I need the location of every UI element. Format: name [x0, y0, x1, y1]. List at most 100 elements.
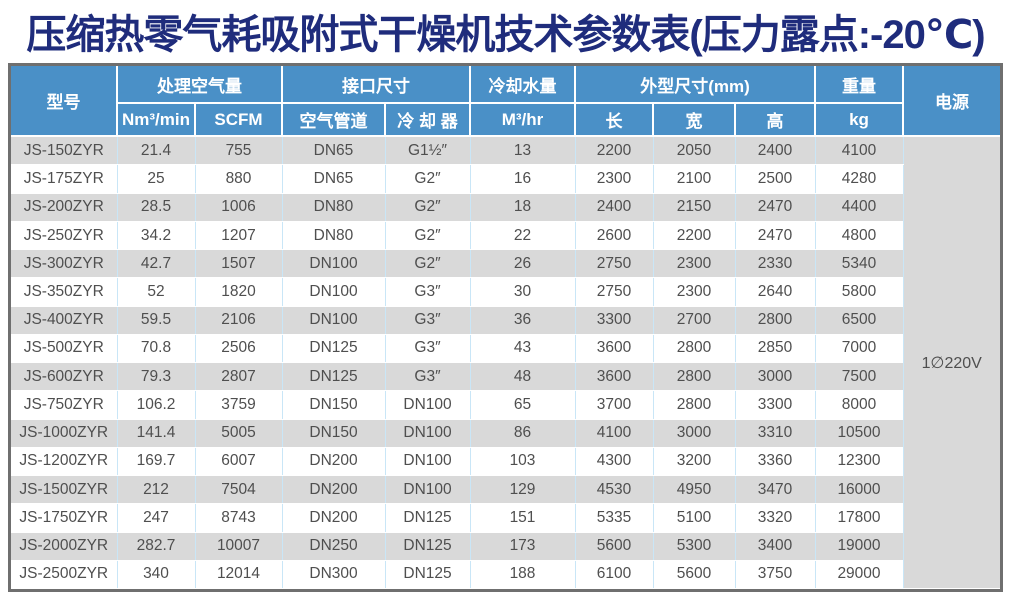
- width-cell: 2300: [652, 249, 736, 279]
- height-cell: 2500: [734, 164, 816, 194]
- weight-cell: 6500: [814, 305, 904, 335]
- water-cell: 26: [469, 249, 576, 279]
- model-cell: JS-150ZYR: [11, 135, 118, 166]
- nm3min-cell: 34.2: [116, 220, 196, 251]
- scfm-cell: 880: [194, 164, 283, 194]
- table-row: JS-250ZYR 34.2 1207 DN80 G2″ 22 2600 2200 2470 48…: [11, 220, 1000, 251]
- water-cell: 188: [469, 559, 576, 590]
- scfm-cell: 1006: [194, 192, 283, 222]
- width-cell: 2300: [652, 277, 736, 307]
- weight-cell: 5800: [814, 277, 904, 307]
- weight-cell: 19000: [814, 531, 904, 561]
- height-cell: 2850: [734, 333, 816, 364]
- length-cell: 3700: [574, 390, 654, 420]
- weight-cell: 7500: [814, 362, 904, 392]
- model-cell: JS-500ZYR: [11, 333, 118, 364]
- water-cell: 30: [469, 277, 576, 307]
- table-row: JS-2000ZYR 282.7 10007 DN250 DN125 173 5600 530…: [11, 531, 1000, 561]
- weight-cell: 29000: [814, 559, 904, 590]
- model-cell: JS-350ZYR: [11, 277, 118, 307]
- header-cooling-water-group: 冷却水量: [469, 66, 576, 104]
- height-cell: 3470: [734, 475, 816, 505]
- cooler-cell: G2″: [384, 164, 471, 194]
- width-cell: 5600: [652, 559, 736, 590]
- weight-cell: 4280: [814, 164, 904, 194]
- scfm-cell: 7504: [194, 475, 283, 505]
- header-kg: kg: [814, 102, 903, 137]
- height-cell: 3320: [734, 503, 816, 533]
- model-cell: JS-300ZYR: [11, 249, 118, 279]
- weight-cell: 4100: [814, 135, 904, 166]
- width-cell: 3000: [652, 418, 736, 448]
- model-cell: JS-400ZYR: [11, 305, 118, 335]
- water-cell: 151: [469, 503, 576, 533]
- weight-cell: 8000: [814, 390, 904, 420]
- scfm-cell: 2506: [194, 333, 283, 364]
- length-cell: 6100: [574, 559, 654, 590]
- air-pipe-cell: DN200: [281, 446, 386, 477]
- water-cell: 16: [469, 164, 576, 194]
- water-cell: 129: [469, 475, 576, 505]
- air-pipe-cell: DN200: [281, 503, 386, 533]
- table-row: JS-750ZYR 106.2 3759 DN150 DN100 65 3700 2800 33…: [11, 390, 1000, 420]
- cooler-cell: G2″: [384, 249, 471, 279]
- model-cell: JS-1750ZYR: [11, 503, 118, 533]
- cooler-cell: G3″: [384, 305, 471, 335]
- scfm-cell: 1507: [194, 249, 283, 279]
- model-cell: JS-750ZYR: [11, 390, 118, 420]
- header-port-size-group: 接口尺寸: [281, 66, 471, 104]
- weight-cell: 4400: [814, 192, 904, 222]
- cooler-cell: DN125: [384, 531, 471, 561]
- model-cell: JS-1200ZYR: [11, 446, 118, 477]
- length-cell: 4530: [574, 475, 654, 505]
- table-header: 型号 处理空气量 接口尺寸 冷却水量 外型尺寸(mm) 重量 电源 Nm³/mi…: [11, 66, 1000, 137]
- cooler-cell: G3″: [384, 362, 471, 392]
- water-cell: 86: [469, 418, 576, 448]
- model-cell: JS-2000ZYR: [11, 531, 118, 561]
- width-cell: 2700: [652, 305, 736, 335]
- scfm-cell: 5005: [194, 418, 283, 448]
- width-cell: 2800: [652, 390, 736, 420]
- width-cell: 4950: [652, 475, 736, 505]
- model-cell: JS-250ZYR: [11, 220, 118, 251]
- table-row: JS-1750ZYR 247 8743 DN200 DN125 151 5335 5100 33…: [11, 503, 1000, 533]
- length-cell: 2600: [574, 220, 654, 251]
- cooler-cell: DN125: [384, 503, 471, 533]
- header-air-volume-group: 处理空气量: [116, 66, 283, 104]
- header-cooler: 冷 却 器: [384, 102, 471, 137]
- water-cell: 43: [469, 333, 576, 364]
- water-cell: 173: [469, 531, 576, 561]
- height-cell: 3400: [734, 531, 816, 561]
- scfm-cell: 2807: [194, 362, 283, 392]
- length-cell: 4300: [574, 446, 654, 477]
- table-row: JS-1500ZYR 212 7504 DN200 DN100 129 4530 4950 34…: [11, 475, 1000, 505]
- length-cell: 5335: [574, 503, 654, 533]
- cooler-cell: G3″: [384, 333, 471, 364]
- height-cell: 3750: [734, 559, 816, 590]
- nm3min-cell: 141.4: [116, 418, 196, 448]
- table-row: JS-2500ZYR 340 12014 DN300 DN125 188 6100 5600 3…: [11, 559, 1000, 590]
- cooler-cell: G3″: [384, 277, 471, 307]
- air-pipe-cell: DN65: [281, 164, 386, 194]
- length-cell: 2400: [574, 192, 654, 222]
- width-cell: 2100: [652, 164, 736, 194]
- power-value-cell: 1∅220V: [902, 135, 1000, 589]
- scfm-cell: 1207: [194, 220, 283, 251]
- nm3min-cell: 52: [116, 277, 196, 307]
- model-cell: JS-600ZYR: [11, 362, 118, 392]
- header-length: 长: [574, 102, 654, 137]
- scfm-cell: 12014: [194, 559, 283, 590]
- cooler-cell: G1½″: [384, 135, 471, 166]
- air-pipe-cell: DN200: [281, 475, 386, 505]
- table-row: JS-1200ZYR 169.7 6007 DN200 DN100 103 4300 3200…: [11, 446, 1000, 477]
- length-cell: 3600: [574, 333, 654, 364]
- width-cell: 2800: [652, 333, 736, 364]
- height-cell: 2470: [734, 220, 816, 251]
- spec-table-container: 型号 处理空气量 接口尺寸 冷却水量 外型尺寸(mm) 重量 电源 Nm³/mi…: [8, 63, 1003, 592]
- header-nm3min: Nm³/min: [117, 102, 196, 137]
- table-row: JS-350ZYR 52 1820 DN100 G3″ 30 2750 2300 2640 580…: [11, 277, 1000, 307]
- nm3min-cell: 282.7: [116, 531, 196, 561]
- length-cell: 2200: [574, 135, 654, 166]
- height-cell: 3000: [734, 362, 816, 392]
- length-cell: 3300: [574, 305, 654, 335]
